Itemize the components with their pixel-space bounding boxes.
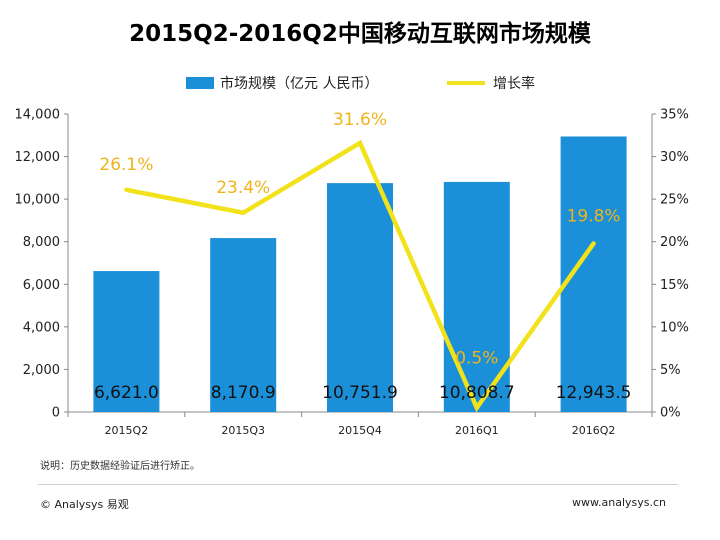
y-left-tick-label: 14,000 bbox=[15, 108, 61, 123]
bar-value-label: 8,170.9 bbox=[211, 383, 276, 403]
x-tick-label: 2015Q3 bbox=[221, 424, 265, 437]
legend-swatch-line bbox=[447, 81, 485, 85]
x-tick-label: 2016Q1 bbox=[455, 424, 499, 437]
legend-item-growth-rate: 增长率 bbox=[447, 72, 535, 94]
bar bbox=[327, 183, 393, 412]
bar bbox=[93, 271, 160, 412]
website-link[interactable]: www.analysys.cn bbox=[572, 496, 666, 509]
axes-layer: 0 2,000 4,000 6,000 8,000 10,000 12,000 14,000 0… bbox=[15, 108, 689, 438]
bars-layer bbox=[93, 136, 627, 413]
growth-rate-label: 19.8% bbox=[567, 206, 621, 226]
y-left-tick-label: 10,000 bbox=[15, 193, 61, 208]
chart-title: 2015Q2-2016Q2中国移动互联网市场规模 bbox=[129, 21, 591, 47]
y-right-tick-label: 25% bbox=[660, 193, 689, 208]
y-right-tick-label: 10% bbox=[660, 320, 689, 335]
y-left-tick-label: 12,000 bbox=[15, 150, 61, 165]
y-right-tick-label: 20% bbox=[660, 235, 689, 250]
growth-rate-label: 26.1% bbox=[99, 155, 153, 175]
copyright-text: © Analysys 易观 bbox=[40, 498, 129, 511]
y-left-tick-label: 0 bbox=[52, 406, 60, 421]
growth-rate-label: 31.6% bbox=[333, 110, 387, 130]
bar-value-label: 12,943.5 bbox=[556, 383, 632, 403]
y-left-tick-label: 2,000 bbox=[23, 363, 60, 378]
bar-value-label: 6,621.0 bbox=[94, 383, 159, 403]
y-right-tick-label: 5% bbox=[660, 363, 681, 378]
bar-value-label: 10,808.7 bbox=[439, 383, 515, 403]
growth-rate-label: 0.5% bbox=[455, 349, 498, 369]
bar bbox=[210, 238, 277, 412]
legend-swatch-bar bbox=[186, 77, 214, 89]
growth-rate-point bbox=[474, 405, 479, 410]
y-right-tick-label: 15% bbox=[660, 278, 689, 293]
line-layer bbox=[124, 139, 596, 413]
footer-divider bbox=[38, 484, 678, 485]
y-left-tick-label: 6,000 bbox=[23, 278, 60, 293]
chart-legend: 市场规模（亿元 人民币） 增长率 bbox=[0, 72, 720, 94]
y-left-tick-label: 4,000 bbox=[23, 320, 60, 335]
x-tick-label: 2016Q2 bbox=[572, 424, 616, 437]
footnote: 说明：历史数据经验证后进行矫正。 bbox=[40, 461, 200, 472]
y-right-tick-label: 0% bbox=[660, 406, 681, 421]
growth-rate-label: 23.4% bbox=[216, 178, 270, 198]
x-tick-label: 2015Q2 bbox=[105, 424, 149, 437]
bar-value-label: 10,751.9 bbox=[322, 383, 398, 403]
legend-label-growth-rate: 增长率 bbox=[493, 76, 535, 92]
growth-rate-point bbox=[357, 140, 363, 146]
y-right-tick-label: 35% bbox=[660, 108, 689, 123]
growth-rate-point bbox=[591, 241, 596, 246]
y-right-tick-label: 30% bbox=[660, 150, 689, 165]
legend-label-market-size: 市场规模（亿元 人民币） bbox=[220, 76, 379, 92]
x-tick-label: 2015Q4 bbox=[338, 424, 382, 437]
growth-rate-point bbox=[241, 210, 246, 215]
growth-rate-point bbox=[124, 187, 129, 192]
y-left-tick-label: 8,000 bbox=[23, 235, 60, 250]
legend-item-market-size: 市场规模（亿元 人民币） bbox=[186, 72, 378, 94]
labels-layer: 6,621.0 8,170.9 10,751.9 10,808.7 12,943.5 26… bbox=[94, 110, 631, 403]
